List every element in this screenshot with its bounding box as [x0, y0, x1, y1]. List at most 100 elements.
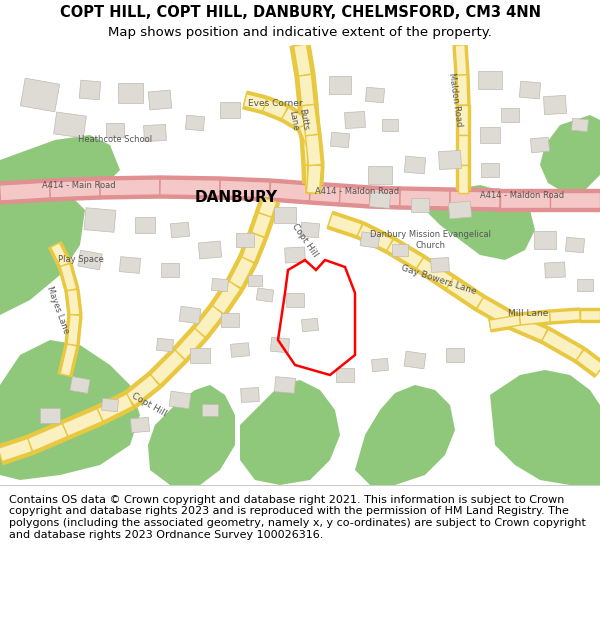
Polygon shape: [293, 44, 311, 76]
Polygon shape: [445, 276, 485, 311]
Polygon shape: [456, 105, 470, 135]
Polygon shape: [458, 165, 468, 193]
Bar: [202, 404, 218, 416]
Polygon shape: [450, 191, 500, 208]
Polygon shape: [194, 306, 224, 338]
Polygon shape: [281, 107, 308, 131]
Polygon shape: [489, 313, 521, 332]
Polygon shape: [416, 258, 454, 288]
Text: Play Space: Play Space: [58, 256, 104, 264]
Polygon shape: [0, 436, 33, 464]
Polygon shape: [550, 308, 580, 324]
Polygon shape: [50, 177, 100, 201]
Polygon shape: [0, 182, 50, 201]
Text: COPT HILL, COPT HILL, DANBURY, CHELMSFORD, CM3 4NN: COPT HILL, COPT HILL, DANBURY, CHELMSFOR…: [59, 5, 541, 20]
Bar: [301, 222, 320, 238]
Bar: [230, 342, 250, 357]
Text: Copt Hill: Copt Hill: [290, 222, 320, 258]
Text: Butts
Lane: Butts Lane: [287, 107, 310, 132]
Polygon shape: [240, 380, 340, 485]
Polygon shape: [500, 189, 550, 211]
Polygon shape: [100, 176, 160, 199]
Bar: [404, 156, 425, 174]
Polygon shape: [259, 198, 277, 217]
Polygon shape: [290, 43, 315, 77]
Text: Mill Lane: Mill Lane: [508, 309, 548, 318]
Polygon shape: [453, 44, 469, 76]
Polygon shape: [357, 224, 393, 251]
Text: A414 - Main Road: A414 - Main Road: [42, 181, 116, 191]
Polygon shape: [58, 263, 79, 292]
Bar: [368, 166, 392, 184]
Bar: [545, 262, 565, 278]
Bar: [530, 138, 550, 152]
Polygon shape: [542, 329, 583, 361]
Polygon shape: [248, 212, 274, 238]
Polygon shape: [385, 238, 425, 271]
Bar: [360, 232, 380, 248]
Polygon shape: [455, 44, 467, 76]
Polygon shape: [340, 187, 371, 205]
Polygon shape: [262, 97, 289, 121]
Bar: [382, 119, 398, 131]
Polygon shape: [65, 289, 82, 316]
Bar: [78, 250, 102, 270]
Bar: [53, 112, 86, 138]
Bar: [248, 274, 262, 286]
Bar: [106, 123, 124, 137]
Bar: [169, 391, 191, 409]
Bar: [392, 244, 408, 256]
Polygon shape: [446, 278, 484, 308]
Polygon shape: [305, 134, 322, 166]
Bar: [520, 81, 541, 99]
Polygon shape: [124, 372, 161, 408]
Bar: [119, 257, 140, 273]
Polygon shape: [386, 239, 424, 269]
Text: Eves Corner: Eves Corner: [248, 99, 302, 107]
Bar: [371, 358, 388, 372]
Polygon shape: [301, 104, 317, 136]
Polygon shape: [370, 186, 400, 209]
Polygon shape: [60, 344, 77, 376]
Polygon shape: [62, 409, 103, 436]
Polygon shape: [97, 394, 133, 421]
Polygon shape: [95, 391, 134, 424]
Polygon shape: [60, 264, 77, 291]
Bar: [572, 118, 589, 132]
Bar: [70, 376, 90, 394]
Polygon shape: [296, 122, 322, 148]
Polygon shape: [150, 350, 185, 385]
Bar: [329, 76, 351, 94]
Bar: [271, 338, 290, 352]
Polygon shape: [450, 188, 500, 211]
Bar: [481, 163, 499, 177]
Polygon shape: [370, 189, 400, 206]
Polygon shape: [307, 145, 320, 193]
Polygon shape: [520, 310, 551, 327]
Polygon shape: [210, 279, 243, 316]
Bar: [577, 279, 593, 291]
Bar: [284, 247, 305, 263]
Text: Danbury Mission Evangelical
Church: Danbury Mission Evangelical Church: [370, 230, 491, 250]
Polygon shape: [576, 350, 600, 375]
Bar: [221, 313, 239, 327]
Bar: [344, 111, 365, 129]
Polygon shape: [291, 44, 314, 76]
Polygon shape: [65, 314, 82, 346]
Polygon shape: [49, 242, 71, 268]
Polygon shape: [328, 214, 362, 236]
Polygon shape: [305, 165, 320, 193]
Polygon shape: [0, 185, 85, 315]
Polygon shape: [299, 74, 314, 106]
Polygon shape: [302, 164, 323, 193]
Bar: [79, 80, 101, 100]
Text: Mayes Lane: Mayes Lane: [45, 285, 71, 335]
Polygon shape: [251, 213, 272, 238]
Polygon shape: [550, 192, 600, 208]
Polygon shape: [296, 74, 317, 106]
Bar: [534, 231, 556, 249]
Polygon shape: [300, 134, 322, 166]
Polygon shape: [27, 424, 68, 451]
Polygon shape: [160, 179, 220, 196]
Bar: [448, 201, 472, 219]
